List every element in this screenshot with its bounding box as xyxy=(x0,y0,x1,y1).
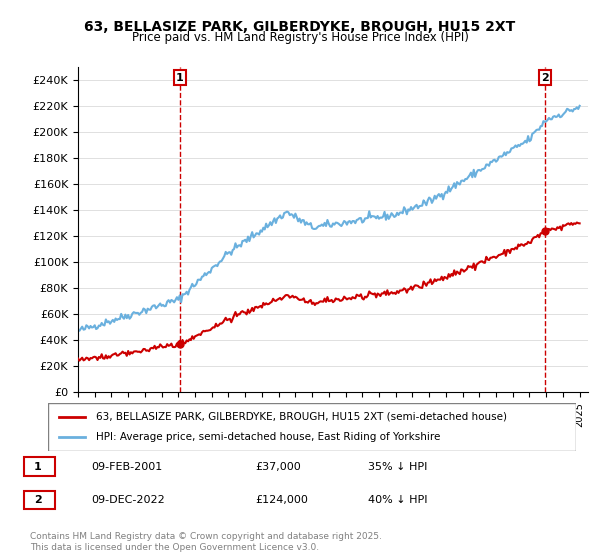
Text: 2: 2 xyxy=(541,73,548,82)
Text: 09-DEC-2022: 09-DEC-2022 xyxy=(91,495,165,505)
Text: 40% ↓ HPI: 40% ↓ HPI xyxy=(368,495,427,505)
Text: 2: 2 xyxy=(34,495,41,505)
Text: HPI: Average price, semi-detached house, East Riding of Yorkshire: HPI: Average price, semi-detached house,… xyxy=(95,432,440,442)
Text: 63, BELLASIZE PARK, GILBERDYKE, BROUGH, HU15 2XT: 63, BELLASIZE PARK, GILBERDYKE, BROUGH, … xyxy=(85,20,515,34)
FancyBboxPatch shape xyxy=(48,403,576,451)
Text: 63, BELLASIZE PARK, GILBERDYKE, BROUGH, HU15 2XT (semi-detached house): 63, BELLASIZE PARK, GILBERDYKE, BROUGH, … xyxy=(95,412,506,422)
Text: 09-FEB-2001: 09-FEB-2001 xyxy=(91,461,163,472)
Text: 35% ↓ HPI: 35% ↓ HPI xyxy=(368,461,427,472)
Text: Contains HM Land Registry data © Crown copyright and database right 2025.
This d: Contains HM Land Registry data © Crown c… xyxy=(30,532,382,552)
FancyBboxPatch shape xyxy=(23,491,55,510)
Text: £37,000: £37,000 xyxy=(255,461,301,472)
Text: 1: 1 xyxy=(176,73,184,82)
FancyBboxPatch shape xyxy=(23,457,55,476)
Text: 1: 1 xyxy=(34,461,41,472)
Text: £124,000: £124,000 xyxy=(255,495,308,505)
Text: Price paid vs. HM Land Registry's House Price Index (HPI): Price paid vs. HM Land Registry's House … xyxy=(131,31,469,44)
